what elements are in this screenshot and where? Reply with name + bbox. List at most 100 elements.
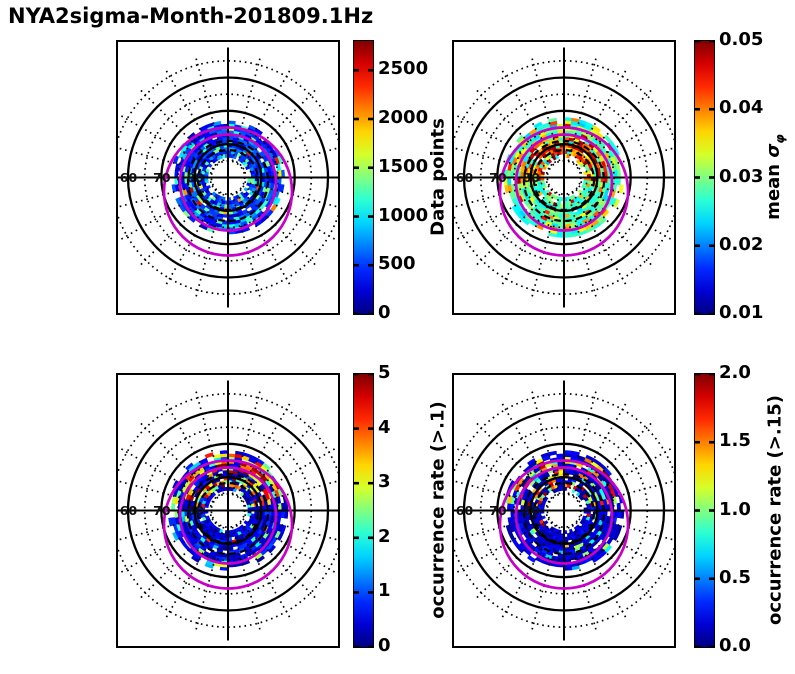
dotted-mlt-spoke (531, 57, 561, 162)
colorbar-tick-label: 4 (378, 416, 391, 438)
colorbar-axis-label: occurrence rate (>.15) (764, 394, 786, 625)
dotted-mlt-spoke (118, 514, 212, 541)
dotted-mlt-spoke (165, 524, 221, 619)
colorbar-tick-label: 500 (378, 253, 416, 275)
colorbar-tick-label: 1000 (378, 204, 429, 226)
colorbar-occurrence-rate-gt-015 (694, 373, 715, 648)
dotted-mlt-spoke (575, 188, 653, 266)
colorbar-tick-label: 2 (378, 525, 391, 547)
dotted-mlt-spoke (580, 480, 674, 507)
auroral-oval-circle-inner (514, 133, 614, 232)
dotted-mlt-spoke (244, 147, 338, 174)
dotted-mlt-spoke (475, 521, 553, 599)
colorbar-tick-label: 0.01 (719, 302, 764, 323)
dotted-mlt-spoke (239, 188, 317, 266)
dotted-mlt-spoke (195, 526, 225, 631)
dotted-mlt-spoke (578, 518, 672, 574)
dotted-mlt-spoke (139, 89, 217, 167)
colorbar-tick-label: 1500 (378, 155, 429, 177)
colorbar-mean-sigma-phi (694, 40, 715, 315)
dotted-mlt-spoke (244, 480, 338, 507)
dotted-mlt-spoke (501, 69, 557, 164)
auroral-oval-circle-outer (162, 126, 294, 257)
dotted-mlt-spoke (165, 69, 221, 164)
latitude-label-60: 60 (120, 170, 138, 185)
colorbar-ticks-svg (695, 41, 714, 314)
dotted-mlt-spoke (118, 480, 212, 507)
latitude-label-70: 70 (153, 503, 171, 518)
dotted-mlt-spoke (231, 57, 261, 162)
dotted-mlt-spoke (120, 114, 214, 170)
dotted-mlt-spoke (567, 526, 597, 631)
colorbar-tick-label: 1 (378, 580, 391, 602)
dotted-mlt-spoke (239, 422, 317, 500)
colorbar-tick-label: 2000 (378, 107, 429, 128)
dotted-mlt-spoke (571, 191, 627, 286)
dotted-mlt-spoke (242, 114, 336, 170)
dotted-mlt-spoke (195, 193, 225, 298)
colorbar-tick-label: 0.04 (719, 97, 764, 119)
dashed-contour-1 (186, 472, 270, 556)
dotted-mlt-spoke (139, 422, 217, 500)
dotted-mlt-spoke (575, 422, 653, 500)
dashed-contour-0 (532, 481, 596, 545)
auroral-oval-circle-outer (498, 459, 630, 590)
dotted-mlt-spoke (239, 89, 317, 167)
dotted-mlt-spoke (118, 181, 212, 208)
colorbar-ticks-svg (354, 374, 373, 647)
dashed-contour-0 (532, 148, 596, 212)
colorbar-axis-label: Data points (427, 117, 449, 236)
colorbar-tick-label: 1.0 (719, 498, 751, 520)
dotted-mlt-spoke (139, 188, 217, 266)
dotted-mlt-spoke (571, 69, 627, 164)
dotted-mlt-spoke (120, 185, 214, 241)
dotted-mlt-spoke (575, 89, 653, 167)
auroral-oval-circle-inner (178, 133, 278, 232)
polar-grid-svg: 60 70 80 (454, 47, 674, 308)
dotted-mlt-spoke (456, 114, 550, 170)
latitude-label-70: 70 (489, 503, 507, 518)
dotted-mlt-spoke (501, 524, 557, 619)
dotted-mlt-spoke (231, 390, 261, 495)
dotted-mlt-spoke (231, 526, 261, 631)
colorbar-axis-label: occurrence rate (>.1) (427, 400, 449, 619)
panel-occurrence-rate-gt-01: 60 70 80 (116, 373, 340, 648)
dotted-mlt-spoke (235, 191, 291, 286)
dotted-mlt-spoke (165, 402, 221, 497)
colorbar-tick-label: 3 (378, 471, 391, 493)
dotted-mlt-spoke (244, 514, 338, 541)
colorbar-tick-label: 0.0 (719, 635, 751, 656)
dotted-mlt-spoke (195, 57, 225, 162)
dotted-mlt-spoke (454, 147, 548, 174)
dotted-mlt-spoke (139, 521, 217, 599)
dotted-mlt-spoke (531, 390, 561, 495)
auroral-oval-circle-outer (498, 126, 630, 257)
dotted-mlt-spoke (244, 181, 338, 208)
dotted-mlt-spoke (454, 514, 548, 541)
dotted-mlt-spoke (239, 521, 317, 599)
dotted-mlt-spoke (235, 402, 291, 497)
dotted-mlt-spoke (578, 114, 672, 170)
colorbar-tick-label: 5 (378, 362, 391, 383)
colorbar-axis-label: mean σφ (763, 133, 787, 220)
auroral-oval-circle-inner (178, 466, 278, 565)
dashed-contour-0 (196, 148, 260, 212)
dotted-mlt-spoke (571, 402, 627, 497)
dotted-mlt-spoke (118, 147, 212, 174)
polar-grid-svg: 60 70 80 (118, 380, 338, 641)
colorbar-tick-label: 0.5 (719, 566, 751, 588)
dotted-mlt-spoke (575, 521, 653, 599)
dotted-mlt-spoke (120, 518, 214, 574)
dotted-mlt-spoke (501, 402, 557, 497)
panel-occurrence-rate-gt-015: 60 70 80 (452, 373, 676, 648)
dotted-mlt-spoke (454, 181, 548, 208)
colorbar-tick-label: 2500 (378, 58, 429, 80)
dotted-mlt-spoke (531, 193, 561, 298)
colorbar-data-points (353, 40, 374, 315)
colorbar-occurrence-rate-gt-01 (353, 373, 374, 648)
latitude-label-60: 60 (456, 170, 474, 185)
auroral-oval-circle-inner (514, 466, 614, 565)
dotted-mlt-spoke (567, 390, 597, 495)
dotted-mlt-spoke (456, 518, 550, 574)
